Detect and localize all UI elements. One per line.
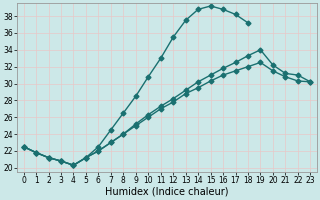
- X-axis label: Humidex (Indice chaleur): Humidex (Indice chaleur): [105, 187, 229, 197]
